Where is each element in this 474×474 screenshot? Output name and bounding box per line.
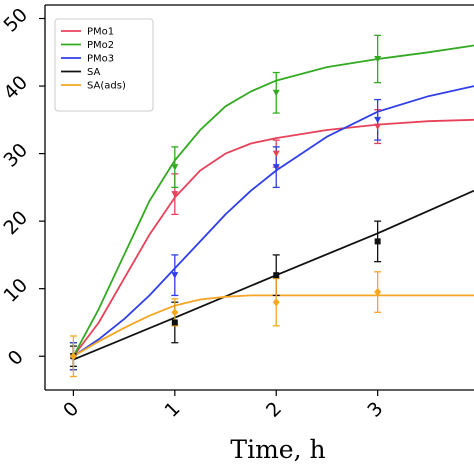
- y-tick-label: 50: [0, 4, 32, 37]
- y-tick-label: 40: [0, 71, 32, 104]
- data-point: [171, 319, 178, 326]
- data-point: [272, 298, 280, 307]
- legend: PMo1 PMo2 PMo3 SA SA(ads): [54, 18, 154, 112]
- data-point: [171, 308, 179, 317]
- legend-label: PMo3: [87, 54, 114, 65]
- data-point: [273, 272, 280, 279]
- series-line-pmo3: [72, 85, 474, 357]
- x-tick-label: 3: [363, 398, 387, 422]
- legend-label: SA: [87, 67, 101, 78]
- x-tick-label: 0: [59, 398, 83, 422]
- x-axis-title: Time, h: [230, 435, 325, 464]
- x-axis-ticks: 0 1 2 3: [59, 390, 387, 422]
- data-point: [171, 191, 179, 198]
- data-point: [272, 150, 280, 158]
- y-tick-label: 20: [0, 207, 32, 240]
- data-point: [374, 56, 382, 63]
- data-point: [272, 164, 280, 171]
- y-tick-label: 10: [0, 274, 32, 307]
- legend-label: PMo1: [87, 27, 114, 38]
- series-line-pmo1: [72, 118, 474, 357]
- legend-label: PMo2: [87, 40, 114, 51]
- y-tick-label: 0: [4, 346, 28, 370]
- data-point: [272, 89, 280, 97]
- data-point: [374, 116, 382, 124]
- y-axis-ticks: 0 10 20 30 40 50: [0, 4, 45, 370]
- plot-area: [44, 4, 474, 391]
- y-tick-label: 30: [0, 139, 32, 172]
- data-point: [69, 352, 77, 361]
- legend-label: SA(ads): [87, 81, 126, 92]
- legend-box: [54, 18, 154, 112]
- data-point: [374, 288, 382, 297]
- data-points: [69, 56, 382, 361]
- x-tick-label: 2: [262, 398, 286, 422]
- data-point: [171, 272, 179, 279]
- data-point: [374, 238, 381, 245]
- data-point: [171, 164, 179, 171]
- x-tick-label: 1: [161, 398, 185, 422]
- data-point: [374, 123, 382, 131]
